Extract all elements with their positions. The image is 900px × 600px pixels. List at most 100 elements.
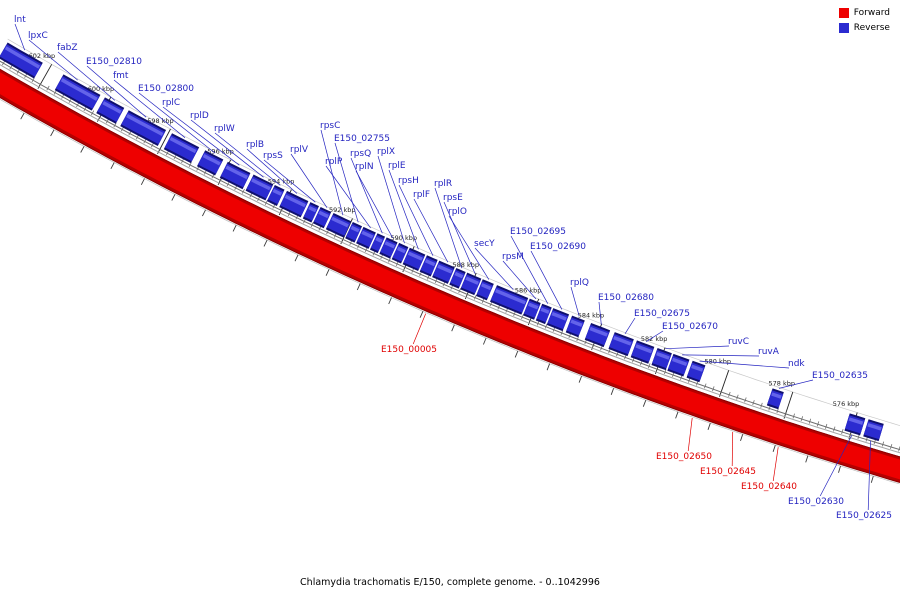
gene-fill-rplE[interactable]: [403, 249, 425, 270]
gene-fill-E150_02670[interactable]: [631, 342, 654, 362]
gene-fill-rplC[interactable]: [220, 163, 250, 188]
gene-fill-E150_02625[interactable]: [863, 421, 884, 440]
gene-fill-ruvA[interactable]: [668, 355, 689, 375]
gene-fill-fmt[interactable]: [164, 134, 199, 162]
leader-E150_02635: [778, 379, 814, 389]
gene-fill-rplP[interactable]: [356, 228, 376, 248]
inner-tick: [838, 465, 841, 473]
gene-fill-fabZ[interactable]: [97, 99, 124, 122]
gene-label-rplF: rplF: [413, 190, 430, 200]
leader-ruvA: [682, 354, 760, 357]
leader-rplO: [448, 215, 490, 280]
gene-fill-ruvC[interactable]: [652, 349, 672, 369]
gene-label-rplC: rplC: [162, 98, 180, 108]
genome-caption: Chlamydia trachomatis E/150, complete ge…: [300, 577, 600, 588]
gene-fill-rplD[interactable]: [246, 176, 273, 199]
gene-highlight-E150_02670: [635, 344, 653, 354]
minor-tick: [825, 423, 828, 429]
gene-fill-rplO[interactable]: [476, 281, 494, 299]
gene-label-rplV: rplV: [290, 145, 309, 155]
gene-highlight-E150_02630: [848, 417, 864, 425]
gene-fill-lpxC[interactable]: [55, 76, 100, 109]
minor-tick: [473, 294, 477, 300]
gene-fill-rpsM[interactable]: [523, 300, 540, 318]
gene-fill-rplV[interactable]: [313, 208, 331, 227]
gene-highlight-lnt: [4, 46, 41, 69]
gene-label-E150_02695: E150_02695: [510, 227, 566, 237]
gene-fill-rpsC[interactable]: [326, 214, 351, 236]
inner-tick: [870, 475, 874, 483]
gene-fill-E150_02690[interactable]: [547, 309, 569, 330]
gene-label-rplO: rplO: [448, 207, 467, 217]
leader-ndk: [699, 360, 790, 369]
gene-highlight-E150_02695: [540, 307, 550, 314]
minor-tick: [648, 363, 651, 369]
minor-tick: [241, 188, 245, 194]
inner-tick: [740, 434, 744, 442]
gene-highlight-E150_02755: [350, 225, 360, 233]
tick-label: 578 kbp: [769, 379, 796, 387]
gene-fill-rpsE[interactable]: [461, 274, 481, 294]
leader-rpsE: [443, 201, 476, 275]
leader-E150_02690: [530, 250, 563, 310]
gene-label-rplE: rplE: [388, 161, 406, 171]
leader-E150_02695: [510, 235, 549, 304]
gene-fill-E150_02810[interactable]: [121, 112, 166, 145]
gene-fill-rpsQ[interactable]: [370, 235, 385, 252]
gene-fill-rplX[interactable]: [392, 244, 408, 262]
gene-fill-rplR[interactable]: [450, 269, 465, 287]
gene-fill-rplB[interactable]: [280, 192, 308, 216]
leader-rpsC: [320, 129, 344, 216]
inner-tick: [707, 423, 711, 430]
gene-label-rpsM: rpsM: [502, 252, 524, 262]
gene-fill-E150_02680[interactable]: [585, 324, 610, 346]
gene-highlight-rpsS: [308, 206, 317, 213]
gene-fill-E150_02630[interactable]: [845, 415, 865, 434]
gene-fill-E150_02755[interactable]: [346, 223, 362, 241]
legend-forward: Forward: [838, 8, 890, 18]
forward-strand-band[interactable]: [0, 72, 900, 480]
forward-strand-label: Forward: [853, 8, 890, 18]
gene-label-rpsE: rpsE: [443, 193, 463, 203]
inner-tick: [325, 269, 330, 276]
inner-tick: [201, 209, 206, 217]
gene-fill-E150_02635[interactable]: [767, 390, 784, 408]
inner-tick: [419, 311, 424, 318]
tick-label: 594 kbp: [268, 177, 295, 185]
gene-fill-rplN[interactable]: [380, 239, 397, 257]
gene-highlight-rplD: [251, 178, 271, 191]
gene-label-E150_02670: E150_02670: [662, 322, 718, 332]
gene-highlight-secY: [495, 288, 526, 305]
gene-fill-rplW[interactable]: [267, 186, 284, 205]
gene-label-E150_00005: E150_00005: [381, 345, 437, 355]
gene-label-rpsQ: rpsQ: [350, 149, 371, 159]
gene-fill-rpsS[interactable]: [303, 203, 319, 221]
gene-highlight-E150_02810: [126, 114, 164, 137]
gene-highlight-rpsE: [465, 276, 479, 285]
gene-fill-rplQ[interactable]: [566, 317, 585, 336]
tick-label: 598 kbp: [147, 117, 174, 125]
gene-fill-ndk[interactable]: [687, 362, 705, 381]
gene-fill-secY[interactable]: [490, 286, 528, 313]
gene-fill-rplF[interactable]: [432, 262, 455, 283]
gene-fill-rpsH[interactable]: [420, 257, 437, 275]
leader-rplQ: [570, 286, 580, 317]
band-bottom-edge: [0, 97, 900, 483]
leader-E150_02640: [772, 447, 779, 482]
gene-fill-E150_02800[interactable]: [197, 152, 223, 174]
gene-highlight-rpsM: [528, 302, 539, 310]
leader-rplW: [214, 132, 281, 186]
leader-E150_02650: [687, 417, 693, 452]
leader-ruvC: [665, 345, 730, 350]
minor-tick: [841, 428, 844, 435]
gene-label-rplX: rplX: [377, 147, 395, 157]
major-tick: [37, 64, 53, 89]
gene-label-ruvA: ruvA: [758, 347, 780, 357]
gene-fill-E150_02695[interactable]: [536, 305, 552, 323]
inner-tick: [388, 297, 392, 305]
tick-label: 602 kbp: [29, 52, 56, 60]
gene-fill-E150_02675[interactable]: [609, 333, 634, 355]
gene-fill-lnt[interactable]: [0, 44, 42, 77]
